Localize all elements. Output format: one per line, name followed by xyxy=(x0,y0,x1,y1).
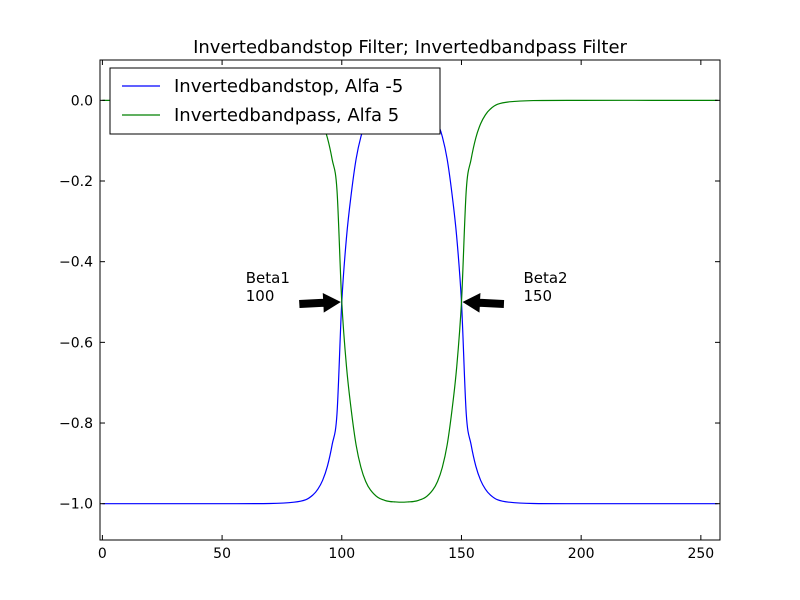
x-tick-label: 200 xyxy=(568,546,595,562)
legend-label-0: Invertedbandstop, Alfa -5 xyxy=(174,76,403,97)
plot-area xyxy=(100,60,720,540)
tick-layer: 0 50 100 150 200 250 0.0 −0.2 −0.4 −0.6 −0.8 −1.0 xyxy=(59,60,720,562)
y-tick-label: −0.6 xyxy=(59,335,93,351)
annotation-arrow-1 xyxy=(462,292,505,313)
y-tick-label: −0.8 xyxy=(59,416,93,432)
x-tick-label: 150 xyxy=(448,546,475,562)
y-tick-label: −0.4 xyxy=(59,255,93,271)
annotation-label-line1: Beta2 xyxy=(523,269,567,287)
legend-box xyxy=(109,67,441,135)
y-tick-label: −0.2 xyxy=(59,174,93,190)
annotation-label-line1: Beta1 xyxy=(246,269,290,287)
annotation-arrow-0 xyxy=(299,292,341,313)
y-tick-label: −1.0 xyxy=(59,497,93,513)
legend-label-1: Invertedbandpass, Alfa 5 xyxy=(174,105,399,126)
plot-frame xyxy=(99,59,721,541)
x-tick-label: 100 xyxy=(328,546,355,562)
x-tick-label: 0 xyxy=(98,546,107,562)
annotation-label-line2: 150 xyxy=(523,287,552,305)
y-tick-label: 0.0 xyxy=(71,93,93,109)
annotation-label-line2: 100 xyxy=(246,287,275,305)
x-tick-label: 250 xyxy=(687,546,714,562)
x-tick-label: 50 xyxy=(213,546,231,562)
chart-title: Invertedbandstop Filter; Invertedbandpas… xyxy=(193,37,627,58)
legend: Invertedbandstop, Alfa -5 Invertedbandpas… xyxy=(109,67,441,135)
